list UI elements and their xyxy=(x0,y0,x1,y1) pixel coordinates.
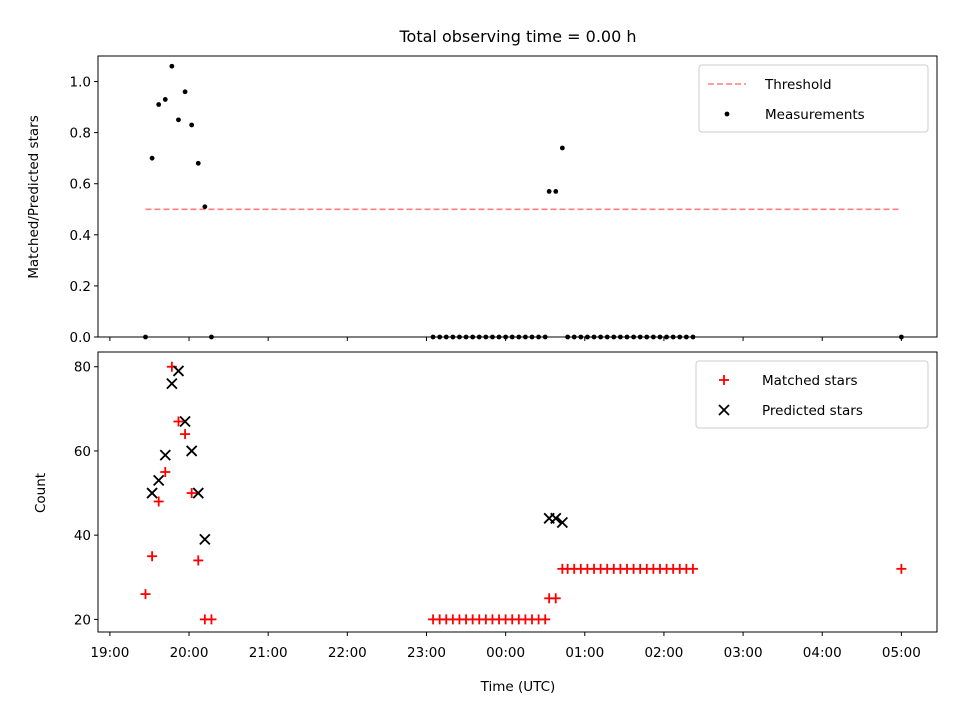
counts-y-axis-label: Count xyxy=(33,473,49,513)
y-tick-label: 0.8 xyxy=(70,126,91,142)
ratio-y-axis-label: Matched/Predicted stars xyxy=(26,115,42,278)
x-tick-label: 22:00 xyxy=(328,645,367,661)
matched-star-point xyxy=(160,467,171,477)
matched-star-point xyxy=(180,429,191,440)
matched-star-point xyxy=(687,563,698,574)
measurement-point xyxy=(182,89,188,95)
x-marker-b xyxy=(192,487,204,499)
x-tick-label: 01:00 xyxy=(565,645,604,661)
x-marker-b xyxy=(146,487,158,499)
y-tick-label: 0.4 xyxy=(70,228,91,244)
matched-star-point xyxy=(896,563,907,574)
legend: Matched stars Predicted stars xyxy=(695,360,929,429)
x-tick-label: 00:00 xyxy=(486,645,525,661)
counts-panel: Count Time (UTC) 20 40 60 80 19:00 20:00 21:00… xyxy=(33,351,938,695)
legend-predicted-swatch xyxy=(718,404,730,416)
legend-label: Predicted stars xyxy=(762,403,863,419)
measurement-point xyxy=(189,122,195,128)
y-tick-label: 0.0 xyxy=(70,330,91,346)
predicted-star-point xyxy=(199,533,211,546)
measurement-point xyxy=(149,155,155,161)
x-marker-b xyxy=(153,474,165,487)
y-tick-label: 0.6 xyxy=(70,177,91,193)
axes-frame xyxy=(97,351,938,633)
measurement-point xyxy=(156,102,162,107)
figure-title: Total observing time = 0.00 h xyxy=(398,27,636,46)
matched-star-point xyxy=(153,496,164,507)
y-tick-label: 40 xyxy=(74,528,91,544)
axes-frame xyxy=(97,55,938,338)
matched-star-point xyxy=(550,593,561,604)
legend-label: Measurements xyxy=(765,107,865,123)
legend-label: Matched stars xyxy=(762,373,858,389)
measurement-point xyxy=(162,97,168,102)
x-tick-label: 21:00 xyxy=(249,645,288,661)
measurement-point xyxy=(546,188,552,194)
x-marker-b xyxy=(179,415,191,428)
predicted-star-point xyxy=(179,415,191,428)
predicted-star-point xyxy=(186,445,198,457)
matched-star-point xyxy=(186,488,197,499)
predicted-star-point xyxy=(146,487,158,499)
legend-label: Threshold xyxy=(764,77,832,93)
x-marker-b xyxy=(556,516,568,529)
predicted-star-point xyxy=(556,516,568,529)
x-tick-label: 04:00 xyxy=(803,645,842,661)
legend-measurement-swatch xyxy=(724,111,730,117)
measurement-point xyxy=(202,204,208,210)
legend-box xyxy=(698,64,929,133)
measurement-point xyxy=(553,188,559,194)
x-tick-label: 20:00 xyxy=(170,645,209,661)
matched-star-point xyxy=(193,555,204,566)
x-tick-label: 03:00 xyxy=(724,645,763,661)
x-tick-label: 19:00 xyxy=(90,645,129,661)
x-marker-b xyxy=(718,404,730,416)
x-tick-label: 23:00 xyxy=(407,645,446,661)
x-marker-b xyxy=(166,377,178,390)
predicted-star-point xyxy=(172,365,185,377)
x-marker-b xyxy=(159,449,171,461)
x-marker-b xyxy=(199,533,211,546)
y-tick-label: 60 xyxy=(74,444,91,460)
counts-x-axis-label: Time (UTC) xyxy=(480,679,556,695)
x-marker-b xyxy=(550,512,562,524)
y-tick-label: 80 xyxy=(74,360,91,376)
matched-star-point xyxy=(173,416,184,427)
x-tick-label: 05:00 xyxy=(882,645,921,661)
legend-box xyxy=(695,360,929,429)
y-tick-label: 0.2 xyxy=(70,279,91,295)
measurement-point xyxy=(559,145,565,151)
matched-star-point xyxy=(540,614,551,625)
legend: Threshold Measurements xyxy=(698,64,929,133)
predicted-star-point xyxy=(153,474,165,487)
measurement-point xyxy=(195,160,201,166)
y-tick-label: 20 xyxy=(74,612,91,628)
measurement-point xyxy=(169,63,175,69)
x-marker-b xyxy=(186,445,198,457)
matched-star-point xyxy=(147,551,158,562)
x-marker-b xyxy=(172,365,185,377)
legend-matched-swatch xyxy=(719,375,729,385)
predicted-star-point xyxy=(166,377,178,390)
predicted-star-point xyxy=(550,512,562,524)
predicted-star-point xyxy=(159,449,171,461)
matched-star-point xyxy=(140,589,151,600)
ratio-panel: Matched/Predicted stars 0.0 0.2 0.4 0.6 0.8 1… xyxy=(26,55,938,346)
matched-star-point xyxy=(206,614,217,625)
measurement-point xyxy=(176,117,181,123)
predicted-star-point xyxy=(192,487,204,499)
x-tick-label: 02:00 xyxy=(644,645,683,661)
y-tick-label: 1.0 xyxy=(70,75,91,91)
